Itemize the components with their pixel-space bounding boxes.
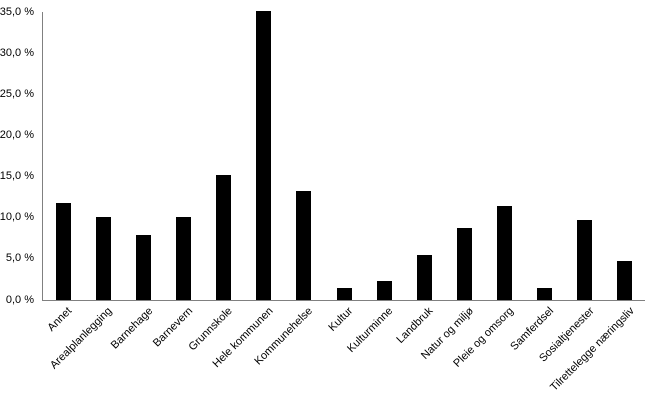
y-axis: 0,0 % 5,0 % 10,0 % 15,0 % 20,0 % 25,0 % 30,0 %… (0, 6, 38, 306)
bar-kultur (336, 287, 352, 300)
y-tick-label: 5,0 % (5, 252, 34, 265)
y-tick-label: 35,0 % (0, 5, 34, 18)
bar-hele-kommunen (256, 11, 272, 300)
y-tick-label: 25,0 % (0, 87, 34, 100)
x-category-label: Tilrettelegge næringsliv (547, 305, 637, 394)
x-axis: Annet Arealplanlegging Barnehage Barnevern G… (42, 303, 644, 403)
bar-annet (55, 202, 71, 300)
x-category-label: Kultur (326, 305, 356, 334)
bar-barnehage (135, 235, 151, 300)
bar-landbruk (416, 254, 432, 300)
bar-arealplanlegging (95, 216, 111, 300)
bar-kommunehelse (296, 191, 312, 300)
bar-tilrettelegge-n-ringsliv (617, 260, 633, 300)
bar-grunnskole (216, 174, 232, 300)
bar-natur-og-milj- (456, 227, 472, 300)
bar-kulturminne (376, 281, 392, 300)
y-tick-label: 0,0 % (5, 293, 34, 306)
bar-samferdsel (537, 287, 553, 300)
bar-barnevern (175, 216, 191, 300)
y-tick-label: 10,0 % (0, 211, 34, 224)
x-category-label: Annet (45, 305, 75, 334)
x-category-label: Barnehage (108, 305, 155, 352)
x-category-label: Landbruk (394, 305, 436, 346)
y-tick-label: 15,0 % (0, 170, 34, 183)
y-tick-label: 20,0 % (0, 128, 34, 141)
bar-sosialtjenester (577, 220, 593, 300)
y-tick-label: 30,0 % (0, 46, 34, 59)
plot-area (42, 11, 645, 301)
bar-pleie-og-omsorg (497, 206, 513, 300)
